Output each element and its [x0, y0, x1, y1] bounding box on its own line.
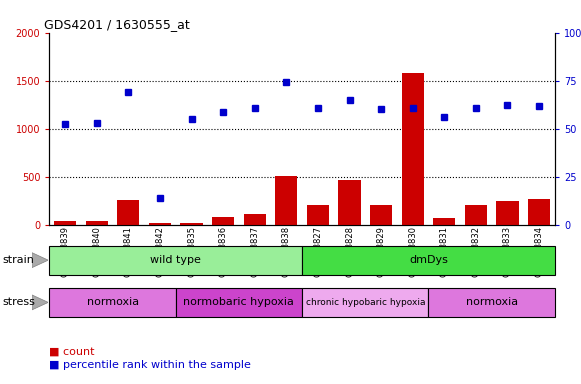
Bar [429, 288, 555, 317]
Bar [401, 73, 424, 225]
Text: stress: stress [3, 297, 36, 308]
Text: strain: strain [3, 255, 35, 265]
Bar [175, 288, 302, 317]
Bar [243, 214, 266, 225]
Bar [528, 199, 550, 225]
Bar [49, 288, 175, 317]
Bar [465, 205, 487, 225]
Bar [49, 246, 302, 275]
Bar [86, 221, 108, 225]
Bar [275, 176, 297, 225]
Text: ■ percentile rank within the sample: ■ percentile rank within the sample [49, 360, 251, 370]
Bar [496, 201, 518, 225]
Bar [433, 218, 456, 225]
Text: dmDys: dmDys [409, 255, 448, 265]
Bar [149, 223, 171, 225]
Bar [117, 200, 139, 225]
Text: GDS4201 / 1630555_at: GDS4201 / 1630555_at [44, 18, 190, 31]
Bar [339, 180, 361, 225]
Bar [181, 223, 203, 225]
Bar [212, 217, 234, 225]
Text: wild type: wild type [150, 255, 201, 265]
Bar [370, 205, 392, 225]
Text: normobaric hypoxia: normobaric hypoxia [184, 297, 295, 308]
Text: normoxia: normoxia [87, 297, 139, 308]
Bar [302, 246, 555, 275]
Polygon shape [32, 295, 48, 310]
Bar [54, 221, 76, 225]
Polygon shape [32, 253, 48, 268]
Bar [302, 288, 429, 317]
Text: normoxia: normoxia [465, 297, 518, 308]
Text: ■ count: ■ count [49, 346, 95, 356]
Text: chronic hypobaric hypoxia: chronic hypobaric hypoxia [306, 298, 425, 307]
Bar [307, 205, 329, 225]
